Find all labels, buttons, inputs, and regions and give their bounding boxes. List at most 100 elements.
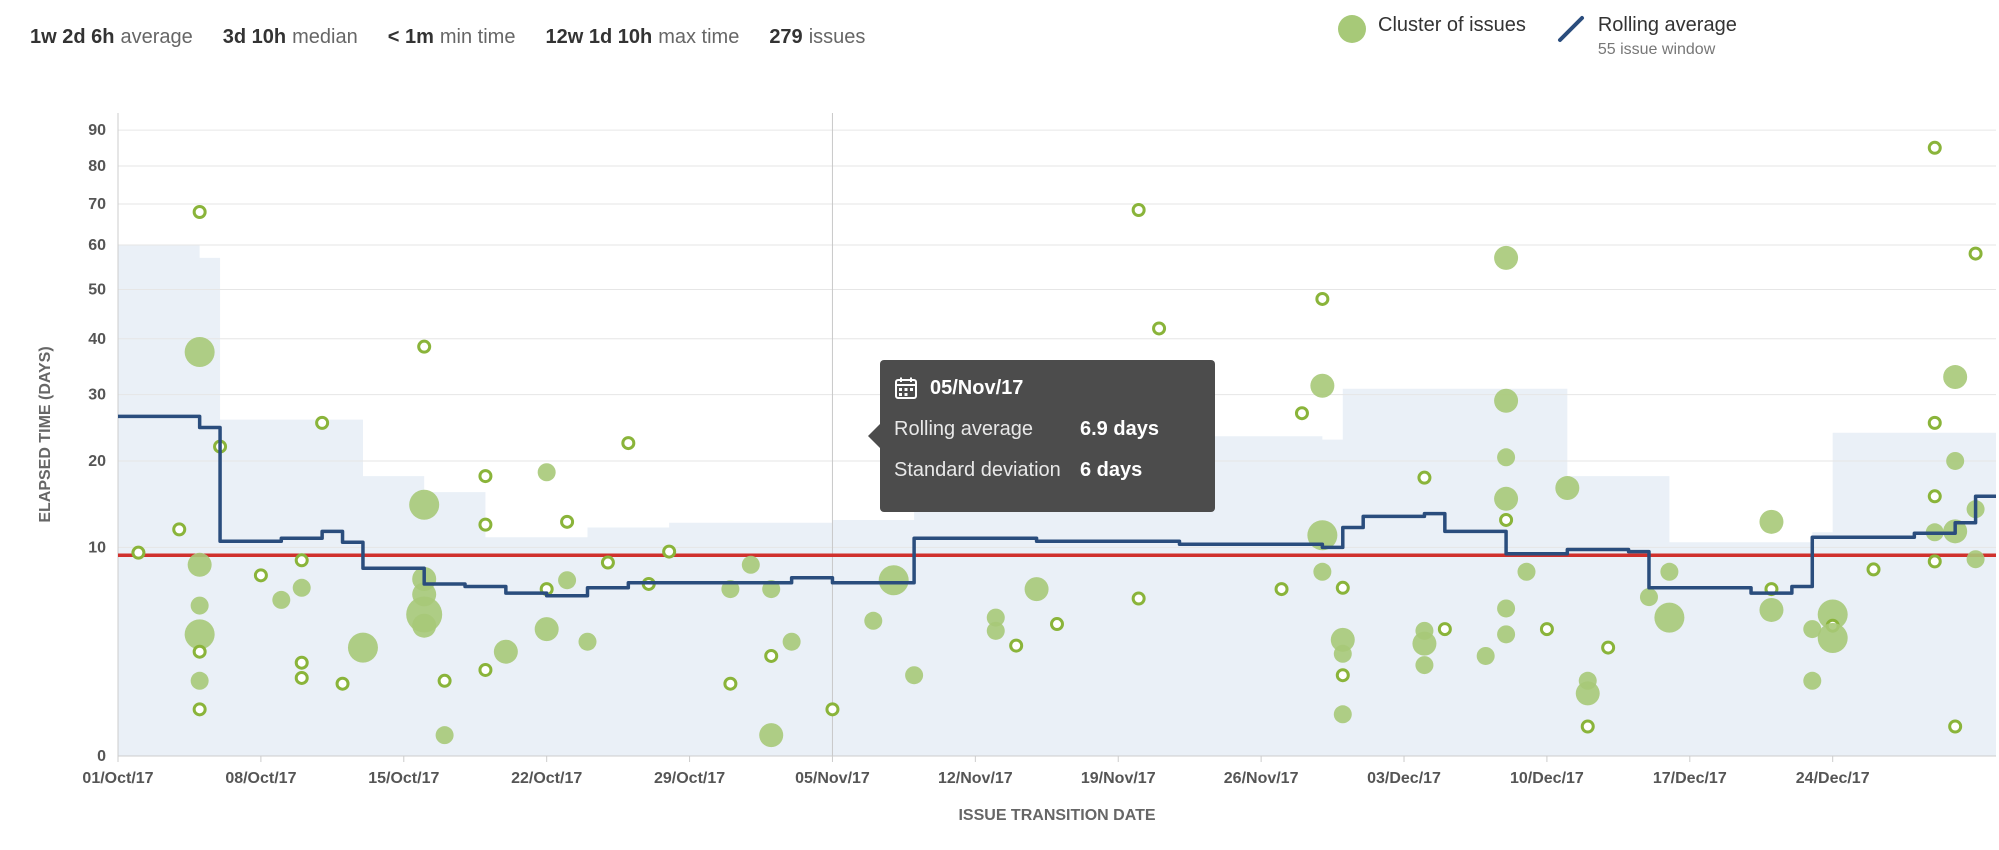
issue-cluster-point[interactable] [409,489,440,520]
issue-cluster-point[interactable] [1476,646,1495,665]
issue-cluster-point[interactable] [1575,681,1600,706]
issue-cluster-point[interactable] [905,666,924,685]
issue-cluster-point[interactable] [190,671,209,690]
issue-cluster-point[interactable] [1024,577,1049,602]
issue-point[interactable] [294,655,309,670]
issue-point[interactable] [1927,140,1942,155]
issue-point[interactable] [1131,202,1146,217]
issue-cluster-point[interactable] [986,621,1005,640]
issue-point[interactable] [478,517,493,532]
issue-point[interactable] [600,555,615,570]
issue-points[interactable] [131,140,1985,748]
issue-point[interactable] [560,514,575,529]
issue-point[interactable] [1927,554,1942,569]
issue-cluster-point[interactable] [187,552,212,577]
issue-point[interactable] [1948,719,1963,734]
issue-point[interactable] [723,676,738,691]
issue-point[interactable] [621,436,636,451]
issue-point[interactable] [1580,719,1595,734]
issue-cluster-point[interactable] [1494,388,1519,413]
issue-point[interactable] [1927,415,1942,430]
issue-cluster-point[interactable] [1654,602,1685,633]
issue-cluster-point[interactable] [1660,562,1679,581]
issue-cluster-point[interactable] [762,580,781,599]
issue-cluster-point[interactable] [1497,448,1516,467]
issue-cluster-point[interactable] [272,590,291,609]
issue-point[interactable] [1335,580,1350,595]
issue-cluster-point[interactable] [1415,656,1434,675]
issue-cluster-point[interactable] [1330,627,1355,652]
issue-point[interactable] [825,702,840,717]
issue-cluster-point[interactable] [558,571,577,590]
issue-cluster-point[interactable] [782,632,801,651]
issue-point[interactable] [1927,489,1942,504]
issue-point[interactable] [131,545,146,560]
legend-item-cluster[interactable]: Cluster of issues [1338,14,1526,43]
issue-point[interactable] [1539,622,1554,637]
issue-cluster-point[interactable] [1639,588,1658,607]
issue-point[interactable] [1335,668,1350,683]
issue-cluster-point[interactable] [184,337,215,368]
issue-cluster-point[interactable] [292,578,311,597]
issue-point[interactable] [253,568,268,583]
issue-point[interactable] [662,544,677,559]
issue-cluster-point[interactable] [1803,620,1822,639]
issue-point[interactable] [1601,640,1616,655]
issue-point[interactable] [1315,291,1330,306]
issue-point[interactable] [1499,512,1514,527]
issue-cluster-point[interactable] [1494,486,1519,511]
issue-point[interactable] [1294,406,1309,421]
issue-point[interactable] [1050,617,1064,632]
issue-cluster-point[interactable] [1310,373,1335,398]
issue-cluster-point[interactable] [878,565,909,596]
issue-cluster-point[interactable] [1412,631,1437,656]
issue-cluster-point[interactable] [493,639,518,664]
issue-cluster-point[interactable] [578,632,597,651]
issue-cluster-point[interactable] [435,726,454,745]
issue-cluster-point[interactable] [1555,476,1580,501]
issue-cluster-point[interactable] [1946,451,1965,470]
issue-cluster-point[interactable] [1333,705,1352,724]
issue-point[interactable] [192,702,207,717]
issue-cluster-point[interactable] [184,619,215,650]
legend-item-rolling[interactable]: Rolling average 55 issue window [1556,14,1737,59]
issue-cluster-point[interactable] [537,463,556,482]
issue-point[interactable] [172,522,187,537]
issue-point[interactable] [192,204,207,219]
issue-point[interactable] [335,676,350,691]
issue-cluster-point[interactable] [1817,599,1848,630]
issue-point[interactable] [437,673,452,688]
issue-cluster-point[interactable] [1333,644,1352,663]
issue-point[interactable] [294,553,309,568]
issue-cluster-point[interactable] [721,580,740,599]
issue-point[interactable] [1274,582,1289,597]
issue-point[interactable] [478,469,493,484]
issue-cluster-point[interactable] [412,613,437,638]
issue-point[interactable] [417,339,432,354]
issue-cluster-point[interactable] [1494,245,1519,270]
issue-cluster-point[interactable] [190,596,209,615]
issue-cluster-point[interactable] [741,555,760,574]
issue-cluster-point[interactable] [1759,597,1784,622]
issue-point[interactable] [192,644,207,659]
issue-cluster-point[interactable] [347,632,378,663]
issue-point[interactable] [294,670,309,685]
issue-cluster-point[interactable] [1497,625,1516,644]
issue-point[interactable] [764,648,779,663]
issue-cluster-point[interactable] [1943,365,1968,390]
issue-cluster-point[interactable] [534,617,559,642]
issue-cluster-point[interactable] [1497,599,1516,618]
issue-cluster-point[interactable] [1313,562,1332,581]
issue-point[interactable] [1437,622,1452,637]
issue-cluster-point[interactable] [1759,509,1784,534]
issue-point[interactable] [1152,321,1167,336]
issue-cluster-point[interactable] [1966,550,1985,569]
issue-point[interactable] [478,662,493,677]
issue-cluster-point[interactable] [864,611,883,630]
issue-cluster-point[interactable] [759,723,784,748]
issue-point[interactable] [1866,562,1881,577]
issue-cluster-point[interactable] [1803,671,1822,690]
issue-point[interactable] [1009,638,1024,653]
issue-point[interactable] [1417,470,1432,485]
issue-point[interactable] [1131,591,1146,606]
